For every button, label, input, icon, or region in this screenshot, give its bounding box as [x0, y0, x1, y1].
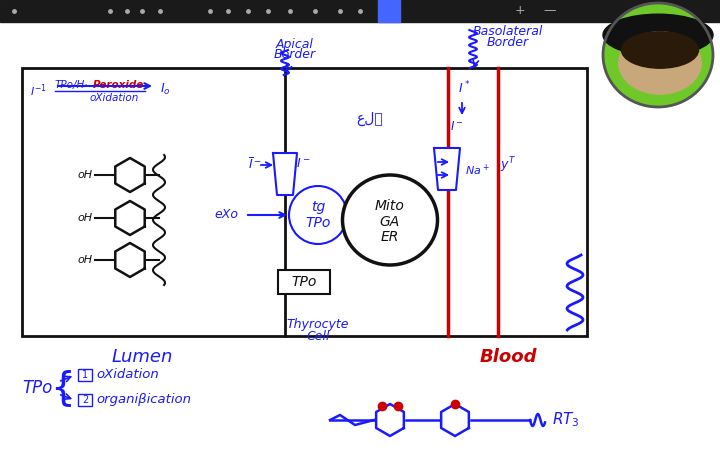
- Bar: [0, 0, 720, 22]
- Text: Border: Border: [487, 36, 529, 49]
- Text: oXidation: oXidation: [90, 93, 140, 103]
- Text: oH: oH: [78, 170, 93, 180]
- Ellipse shape: [343, 175, 438, 265]
- Text: TPo: TPo: [22, 379, 53, 397]
- Text: Mito: Mito: [375, 199, 405, 213]
- Text: 2: 2: [82, 395, 88, 405]
- Text: GA: GA: [380, 215, 400, 229]
- Bar: [22, 68, 587, 336]
- Text: TPo/H·: TPo/H·: [55, 80, 89, 90]
- Bar: [278, 270, 330, 294]
- Bar: [378, 0, 400, 22]
- Text: $I^-$: $I^-$: [296, 157, 310, 170]
- Text: eXo: eXo: [214, 208, 238, 221]
- Text: TPo: TPo: [292, 275, 317, 289]
- Bar: [78, 394, 92, 406]
- Text: Peroxide: Peroxide: [93, 80, 144, 90]
- Text: {: {: [50, 369, 75, 407]
- Ellipse shape: [603, 3, 713, 107]
- Ellipse shape: [603, 14, 713, 56]
- Text: $Na^+$: $Na^+$: [465, 162, 490, 178]
- Text: 1: 1: [82, 370, 88, 380]
- Text: $y^T$: $y^T$: [500, 155, 516, 175]
- Polygon shape: [273, 153, 297, 195]
- Text: Border: Border: [274, 48, 316, 61]
- Text: ER: ER: [381, 230, 399, 244]
- Text: Lumen: Lumen: [112, 348, 173, 366]
- Text: Blood: Blood: [480, 348, 536, 366]
- Polygon shape: [434, 148, 460, 190]
- Text: $I^*$: $I^*$: [458, 80, 470, 97]
- Text: tg: tg: [311, 200, 325, 214]
- Ellipse shape: [289, 186, 347, 244]
- Text: TPo: TPo: [305, 216, 330, 230]
- Text: علے: علے: [356, 112, 383, 126]
- Text: $RT_3$: $RT_3$: [552, 411, 580, 429]
- Text: Cell: Cell: [306, 330, 330, 343]
- Bar: [78, 369, 92, 381]
- Text: Thyrocyte: Thyrocyte: [287, 318, 349, 331]
- Text: Basolateral: Basolateral: [473, 25, 543, 38]
- Ellipse shape: [621, 32, 698, 68]
- Text: Apical: Apical: [276, 38, 314, 51]
- Text: +: +: [515, 5, 526, 18]
- Ellipse shape: [618, 32, 701, 94]
- Text: oH: oH: [78, 213, 93, 223]
- Text: $\overline{I}^-$: $\overline{I}^-$: [248, 157, 262, 172]
- Text: —: —: [544, 5, 557, 18]
- Text: $I^-$: $I^-$: [450, 120, 464, 133]
- Text: oXidation: oXidation: [96, 368, 158, 382]
- Text: organiβication: organiβication: [96, 394, 191, 406]
- Text: oH: oH: [78, 255, 93, 265]
- Text: $I^{-1}$: $I^{-1}$: [30, 82, 47, 99]
- Text: $I_o$: $I_o$: [160, 82, 171, 97]
